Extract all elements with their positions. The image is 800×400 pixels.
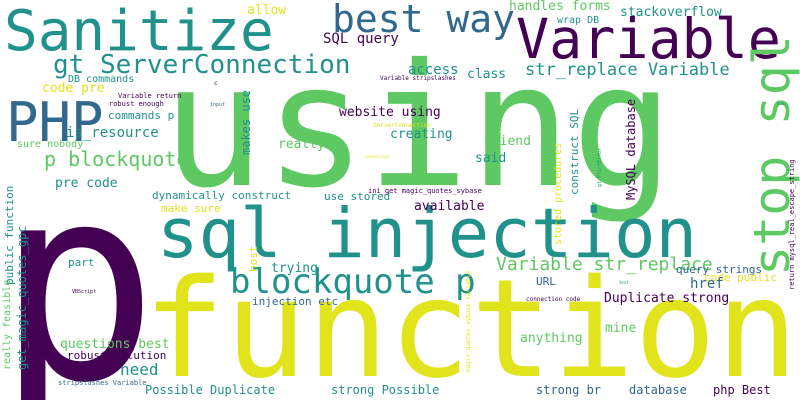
word: SQL query xyxy=(323,31,399,47)
word: blockquote p xyxy=(230,262,476,302)
word: html xyxy=(777,101,787,106)
word: text xyxy=(619,280,629,285)
word: sql injection xyxy=(157,194,698,274)
word: construct SQL xyxy=(568,108,581,195)
word: strong br xyxy=(536,383,602,397)
word: robust enough xyxy=(109,100,164,108)
word: Variable stripslashes xyxy=(380,75,456,82)
word: php Best xyxy=(713,383,771,397)
word: said xyxy=(475,151,507,166)
word: href xyxy=(690,276,724,292)
word: gt PrintError xyxy=(597,147,603,187)
word: class xyxy=(467,67,507,82)
word: connection code xyxy=(526,296,581,303)
word: mine xyxy=(605,321,637,336)
word: available xyxy=(414,199,485,214)
word: host xyxy=(247,245,260,273)
word: Variable str_replace xyxy=(496,254,713,275)
word: handles forms xyxy=(509,0,611,14)
word: is_resource xyxy=(66,125,159,141)
word: javascript xyxy=(365,154,390,159)
word: input xyxy=(210,102,226,108)
word: questions best xyxy=(60,337,170,352)
word: trying xyxy=(271,261,318,276)
word: strong Possible xyxy=(331,383,440,397)
word: code pre xyxy=(42,81,105,96)
word: website using xyxy=(339,105,441,120)
word: ini_get magic_quotes_sybase xyxy=(368,187,482,195)
word: get_magic_quotes_gpc xyxy=(15,225,29,371)
word: stackoverflow xyxy=(620,5,722,20)
word: commands p xyxy=(108,109,175,122)
word: Variable xyxy=(516,7,781,71)
word: best way xyxy=(332,0,516,41)
word: allow xyxy=(247,3,287,18)
word: str_replace Variable xyxy=(525,60,730,80)
word: stripslashes Variable xyxy=(58,379,147,387)
word: magic_quotes_sybase Variable xyxy=(465,270,472,372)
word: really xyxy=(278,137,325,152)
word: dynamically construct xyxy=(152,189,292,202)
word: p blockquote xyxy=(44,147,189,171)
word: creating xyxy=(390,127,453,142)
word: gt ServerConnection xyxy=(53,50,351,80)
word: DB commands xyxy=(68,74,135,85)
word: wrap DB xyxy=(557,15,600,26)
word: sure nobody xyxy=(17,139,84,150)
word: friend xyxy=(484,134,531,149)
word: Variable return xyxy=(118,92,182,100)
word: stored procedures xyxy=(553,142,564,245)
word: injection etc xyxy=(252,295,339,308)
word: ServerConnection xyxy=(373,122,431,129)
word: use stored xyxy=(324,190,391,203)
word: make sure xyxy=(161,202,221,215)
word: anything xyxy=(520,331,583,346)
word: URL xyxy=(536,275,556,288)
word: code public xyxy=(704,271,777,284)
word: need xyxy=(120,360,159,379)
word: return mysql_real_escape_string xyxy=(788,159,796,290)
word: query strings xyxy=(676,263,763,276)
word: using xyxy=(162,28,674,226)
word: really feasible xyxy=(2,279,13,370)
word: VBScript xyxy=(72,289,97,295)
word: Possible Duplicate xyxy=(145,383,276,397)
word: p xyxy=(0,127,159,400)
word: Sanitize xyxy=(4,0,274,64)
word: part xyxy=(68,256,95,269)
word: Duplicate strong xyxy=(604,291,730,306)
word: pre code xyxy=(55,176,118,191)
word: database xyxy=(629,383,687,397)
word: access xyxy=(408,62,459,78)
word: public function xyxy=(3,185,16,285)
word: PHP xyxy=(6,91,104,154)
word: c xyxy=(214,80,218,87)
word: makes use xyxy=(239,89,253,155)
word: robust solution xyxy=(67,349,167,362)
word: function xyxy=(143,251,799,400)
word: MySQL database xyxy=(624,98,638,200)
